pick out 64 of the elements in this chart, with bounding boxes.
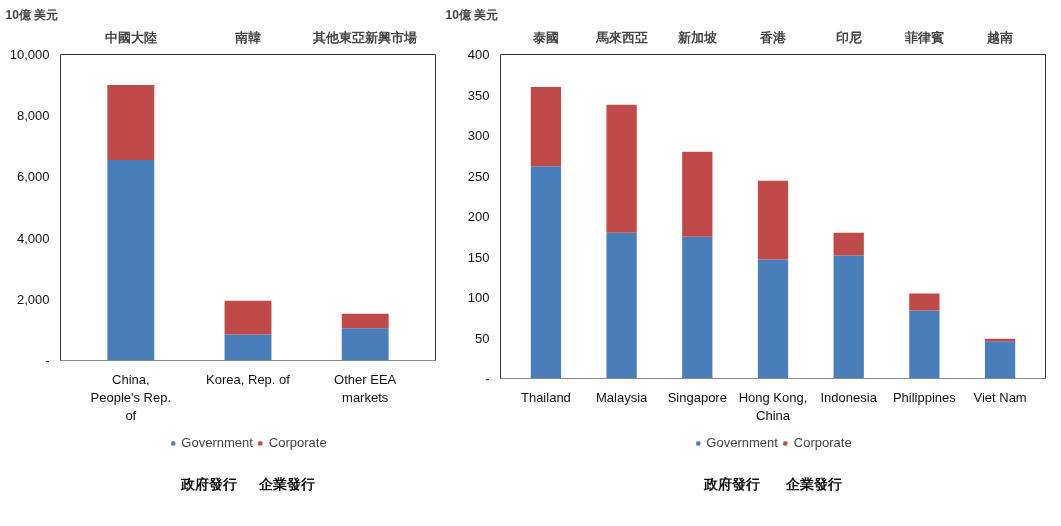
y-tick-label: 100 xyxy=(467,290,490,305)
y-tick-label: 150 xyxy=(467,249,490,265)
bar xyxy=(909,310,940,379)
text: 泰國 xyxy=(531,29,559,45)
text: 企業發行 xyxy=(257,476,315,492)
text: 中國大陸 xyxy=(104,29,157,45)
bar xyxy=(757,180,789,260)
legend-label: Government xyxy=(706,435,778,450)
y-tick-label: - xyxy=(45,353,50,368)
bar xyxy=(530,166,562,379)
bar xyxy=(224,334,272,361)
x-tick-label: Korea, Rep. of xyxy=(206,371,291,387)
y-axis-title: 10億 美元 xyxy=(5,7,59,22)
text: 企業發行 xyxy=(784,476,842,492)
x-tick-label: Other EEA markets xyxy=(334,371,397,405)
x-tick-label: Philippines xyxy=(892,389,957,405)
bar xyxy=(833,255,864,379)
bar xyxy=(341,328,389,361)
bar xyxy=(909,293,940,311)
y-tick-label: 6,000 xyxy=(16,169,50,185)
bar xyxy=(107,160,155,361)
text: 越南 xyxy=(986,29,1014,45)
bar xyxy=(107,85,155,161)
y-tick-label: 300 xyxy=(467,128,490,143)
x-tick-label: Thailand xyxy=(520,389,571,405)
text: 其他東亞新興市場 xyxy=(312,29,418,45)
x-tick-label: Singapore xyxy=(667,389,727,405)
text: 新加坡 xyxy=(676,29,718,45)
y-tick-label: 200 xyxy=(467,209,490,224)
bar xyxy=(224,300,272,335)
y-tick-label: 250 xyxy=(467,168,490,184)
bar xyxy=(682,236,713,379)
text: 馬來西亞 xyxy=(594,29,648,45)
y-tick-label: - xyxy=(485,371,490,386)
text: 政府發行 xyxy=(180,476,238,492)
y-tick-label: 50 xyxy=(475,330,490,346)
bar xyxy=(984,341,1016,379)
bar xyxy=(606,232,637,379)
x-tick-label: Indonesia xyxy=(820,389,878,405)
text: 菲律賓 xyxy=(903,29,944,45)
legend-label: Corporate xyxy=(268,435,327,450)
y-tick-label: 4,000 xyxy=(16,230,50,246)
text: 政府發行 xyxy=(703,476,761,492)
text: 印尼 xyxy=(835,29,862,45)
y-tick-label: 400 xyxy=(467,47,490,62)
x-tick-label: Viet Nam xyxy=(973,389,1027,405)
y-tick-label: 10,000 xyxy=(9,47,50,62)
y-tick-label: 350 xyxy=(467,87,490,103)
text: 香港 xyxy=(759,29,787,45)
x-tick-label: China, People's Rep. of xyxy=(90,371,172,423)
x-tick-label: Hong Kong, China xyxy=(738,389,808,423)
legend-label: Government xyxy=(181,435,253,450)
text: 南韓 xyxy=(234,29,261,45)
y-tick-label: 2,000 xyxy=(16,291,50,307)
y-axis-title: 10億 美元 xyxy=(445,7,499,22)
legend-label: Corporate xyxy=(793,435,852,450)
bar xyxy=(682,151,713,237)
x-tick-label: Malaysia xyxy=(595,389,649,405)
y-tick-label: 8,000 xyxy=(16,108,50,124)
bar xyxy=(757,259,789,379)
bar xyxy=(341,313,389,329)
bar xyxy=(606,104,637,233)
bar xyxy=(833,232,864,256)
bar xyxy=(530,86,562,167)
